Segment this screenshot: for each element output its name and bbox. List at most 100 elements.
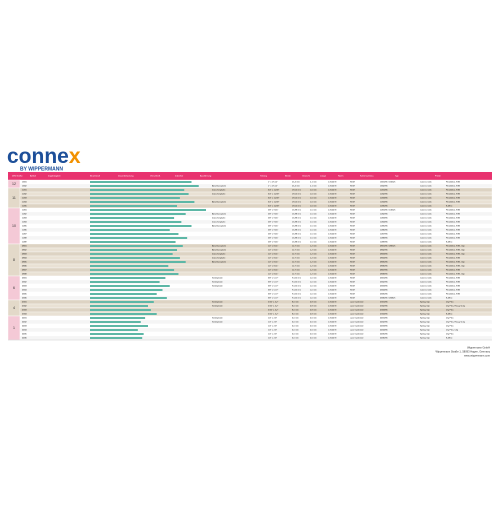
bar [90,237,188,239]
cell: 3/8" x 5,72" [268,290,278,292]
part-number: 06B4 [22,290,28,292]
cell: 3/8" x 5,72" [268,298,278,300]
cell: 1:2000 M [328,306,337,308]
cell: Flexibilität, NTB [446,257,461,260]
cell: 10B6/86 [380,230,388,232]
cell: Seitenplatte [212,321,223,324]
cell: NOM [350,250,355,252]
cell: 1:2000 M [328,258,337,260]
cell: Flexibilität, NTB, Clip [446,253,465,256]
part-number: 08B4 [22,258,28,260]
bar [90,301,154,303]
cell: Spring Clip [420,322,431,324]
cell: Seitenplatte [212,285,223,288]
cell: Spring Clip [420,334,431,336]
cell: Dry Flex, Heavy Duty [446,321,465,324]
part-number: 10B5 [22,226,28,228]
cell: 10B7/86 [380,234,388,236]
cell: NOM [350,202,355,204]
cell: Flexibilität, NTB [446,193,461,196]
part-number: 04B6 [22,338,28,340]
footer-line: www.wippermann.com [464,354,490,358]
cell: NOM [350,238,355,240]
cell: 5/8" x 9,65" [268,242,278,244]
cell: 04B1/86 [380,318,388,320]
cell: Flexibilität, NTB [446,269,461,272]
cell: Connect Link [420,221,432,224]
cell: 1,6 mm [310,202,317,204]
cell: Flexibilität, NTB [446,181,461,184]
cell: 1,6 mm [310,194,317,196]
bar [90,229,170,231]
cell: NOM [350,218,355,220]
cell: Zwischenplatte [212,257,226,260]
cell: Dry Flex, Heavy Duty [446,305,465,308]
cell: 1,6 mm [310,198,317,200]
cell: 1:2000 M [328,194,337,196]
cell: Connect Link [420,277,432,280]
cell: 12B1/86 [380,190,388,192]
cell: 1:2000 M [328,270,337,272]
bar [90,201,195,203]
cell: 05B1/86 [380,302,388,304]
bar [90,273,179,275]
cell: NOM [350,254,355,256]
cell: Connect Link [420,181,432,184]
cell: Connect Link [420,205,432,208]
group-label: 1 [13,326,15,330]
cell: 1,2 mm [310,258,317,260]
cell: 06B1/86 [380,278,388,280]
cell: case hardened [350,334,363,336]
cell: 04B5/86 [380,334,388,336]
bar [90,253,173,255]
group-label: 8 [13,258,15,262]
cell: 1,5 mm [310,234,317,236]
bar [90,269,175,271]
cell: 1:2000 M [328,186,337,188]
cell: Zwischenplatte [212,189,226,192]
cell: 1:2000 M [328,294,337,296]
cell: Connect Link [420,213,432,216]
cell: 3/8" x 5,72" [268,286,278,288]
bar [90,217,175,219]
bar [90,205,177,207]
bar [90,293,157,295]
cell: 1/4" x 2,8" [268,322,277,324]
part-number: 12B1 [22,190,28,192]
bar [90,277,166,279]
cell: 0,8 mm [310,302,317,304]
cell: NOM [350,210,355,212]
cell: 1:2000 M [328,298,337,300]
bar [90,197,180,199]
cell: NOM [350,242,355,244]
cell: Flexibilität, NTB [446,213,461,216]
cell: NOM [350,198,355,200]
cell: NOM [350,182,355,184]
cell: Flexibilität, NTB [446,217,461,220]
cell: 6,0 mm [292,326,299,328]
cell: 1,0 mm [310,290,317,292]
cell: Zwischenplatte [212,221,226,224]
cell: Dry Flex, Clip [446,330,459,332]
bar [90,209,206,211]
cell: 06B5/86 [380,294,388,296]
cell: Connect Link [420,225,432,228]
part-number: 05B3 [22,310,28,312]
part-number: 10B6 [22,230,28,232]
group-label: 11 [12,196,16,200]
cell: 3/8" x 5,72" [268,294,278,296]
cell: 08B1/86 / 08B1/1 [380,246,396,248]
part-number: 10B4 [22,222,28,224]
cell: 1:2000 M [328,286,337,288]
cell: 04B6/86 [380,338,388,340]
cell: 1:2000 M [328,310,337,312]
cell: Connect Link [420,241,432,244]
cell: Abschlussplatte [212,213,227,216]
cell: NOM [350,274,355,276]
cell: Flexibilität, NTB [446,293,461,296]
cell: 1,0 mm [310,286,317,288]
cell: 1,2 mm [310,254,317,256]
cell: 1,2 mm [310,270,317,272]
cell: 9,525 mm [292,286,301,288]
cell: 1" x 17,02" [268,182,278,184]
